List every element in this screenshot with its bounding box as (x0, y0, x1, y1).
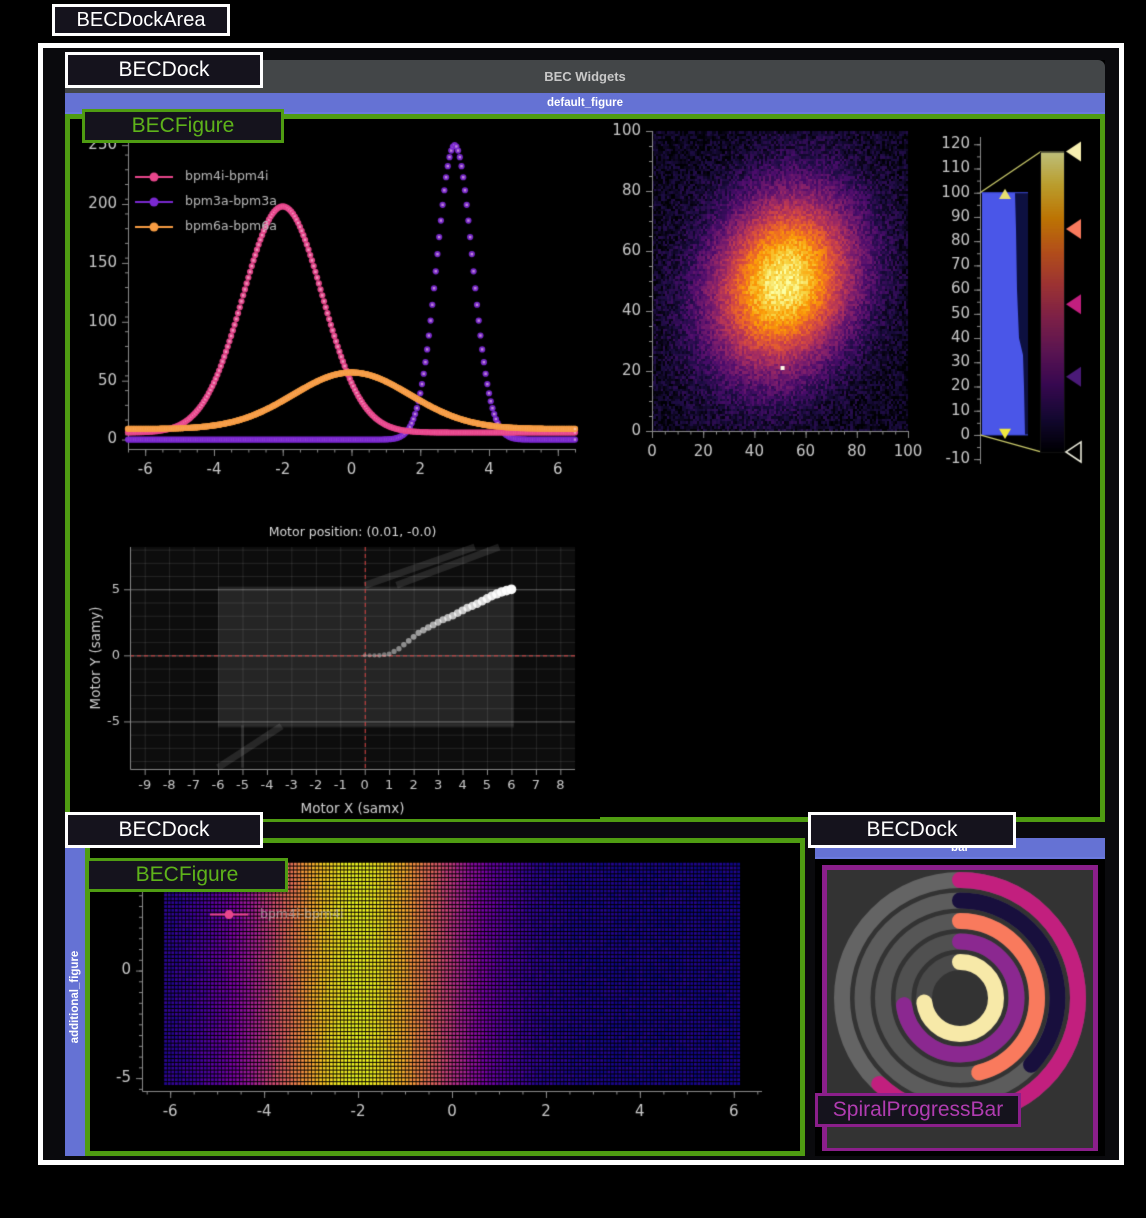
annotation-spiral-label: SpiralProgressBar (832, 1098, 1004, 1121)
plot-heatmap-canvas[interactable] (590, 119, 930, 519)
tab-default-figure-label: default_figure (546, 96, 624, 109)
annotation-figure-bottom: BECFigure (86, 858, 288, 892)
window-title: BEC Widgets (544, 69, 626, 84)
annotation-dock-bottom-left: BECDock (65, 812, 263, 848)
annotation-dock-bottom-right-label: BECDock (866, 818, 958, 841)
bec-figure-top (65, 114, 1105, 822)
tab-additional-figure-label: additional_figure (69, 950, 81, 1044)
bec-dock-area: BEC Widgets default_figure (38, 43, 1124, 1165)
annotation-dock-top: BECDock (65, 52, 263, 88)
lut-histogram-widget[interactable] (930, 119, 1100, 519)
annotation-dock-top-label: BECDock (118, 58, 210, 81)
annotation-bec-dock-area: BECDockArea (52, 4, 230, 36)
annotation-bec-dock-area-label: BECDockArea (76, 8, 206, 31)
plot-waveform-canvas[interactable] (70, 119, 590, 519)
plot-waterfall-canvas[interactable] (90, 843, 796, 1151)
annotation-figure-bottom-label: BECFigure (135, 863, 239, 886)
dock-bottom-left-tabbar[interactable]: additional_figure (65, 838, 85, 1156)
annotation-figure-top-label: BECFigure (131, 114, 235, 137)
plot-motor-map-canvas[interactable] (80, 519, 600, 819)
lut-histogram-canvas[interactable] (930, 119, 1100, 519)
annotation-dock-bottom-right: BECDock (808, 812, 1016, 848)
tab-default-figure[interactable]: default_figure (65, 93, 1105, 114)
bec-dock-area-inner: BEC Widgets default_figure (43, 48, 1119, 1160)
dock-default-figure[interactable]: BEC Widgets default_figure (65, 60, 1105, 822)
dock-top-tabbar[interactable]: default_figure (65, 93, 1105, 114)
plot-waveform[interactable] (70, 119, 590, 519)
annotation-figure-top: BECFigure (82, 109, 284, 143)
annotation-dock-bottom-left-label: BECDock (118, 818, 210, 841)
annotation-spiral-progress-bar: SpiralProgressBar (815, 1093, 1021, 1127)
tab-additional-figure[interactable]: additional_figure (69, 951, 81, 1044)
plot-motor-map[interactable] (80, 519, 600, 819)
plot-heatmap[interactable] (590, 119, 930, 519)
